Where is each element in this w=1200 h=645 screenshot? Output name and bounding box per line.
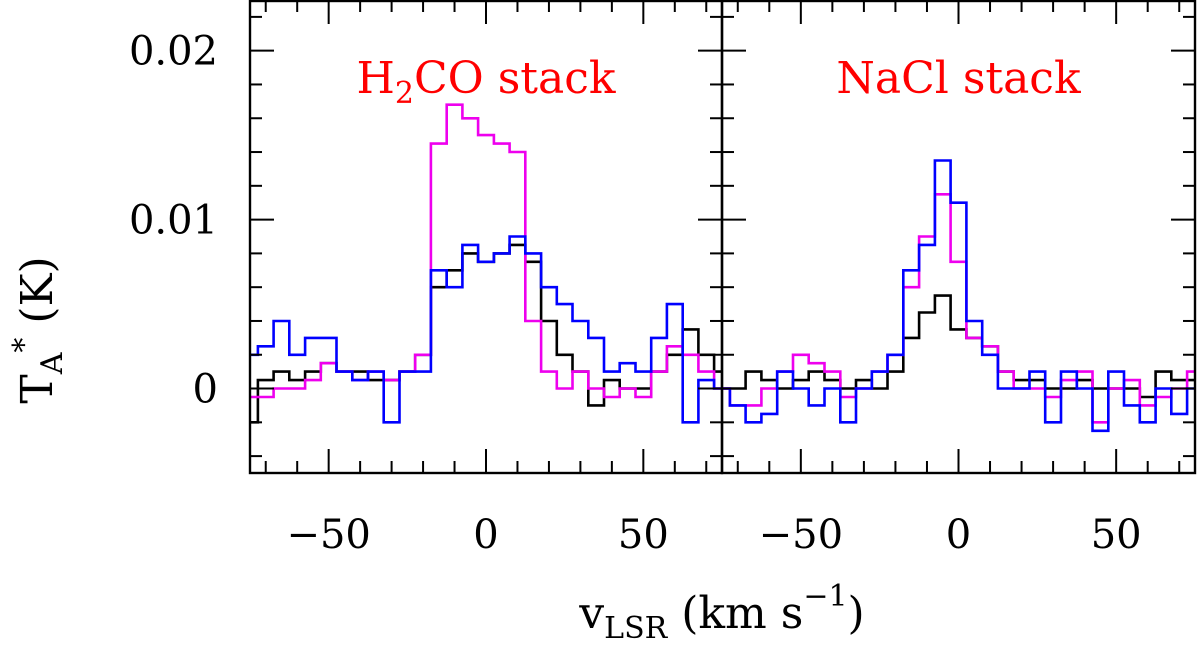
x-tick-label: 0: [473, 512, 498, 558]
panel-title-text: NaCl stack: [836, 53, 1081, 104]
y-title-sub: A: [35, 352, 70, 375]
y-axis-title: TA* (K): [7, 256, 70, 403]
series-black-line: [722, 294, 1195, 399]
x-title-rest: (km s: [667, 588, 803, 639]
y-tick-label: 0: [193, 367, 218, 413]
x-tick-label: 50: [1091, 512, 1142, 558]
panel-title-text: H: [357, 53, 395, 104]
series-group: [722, 159, 1195, 433]
x-tick-label: 0: [946, 512, 971, 558]
panel-title-rest: CO stack: [414, 53, 616, 104]
y-tick-label: 0.01: [129, 198, 218, 244]
y-title-rest: (K): [12, 256, 63, 337]
y-tick-label: 0.02: [129, 29, 218, 75]
x-tick-label: 50: [618, 512, 669, 558]
x-title-main: v: [578, 588, 604, 639]
series-blue-line: [722, 159, 1195, 433]
x-title-sup: −1: [803, 579, 847, 614]
panel-h2co: −50 0 50 H2CO stack: [248, 0, 724, 558]
x-axis-title: vLSR (km s−1): [578, 579, 864, 645]
x-tick-label: −50: [286, 512, 370, 558]
series-black-line: [250, 243, 722, 424]
panel-title-subscript: 2: [395, 76, 414, 111]
x-title-sub: LSR: [604, 611, 668, 645]
series-group: [250, 103, 722, 424]
y-axis-tick-labels: 0 0.01 0.02: [129, 29, 218, 413]
panel-title: NaCl stack: [836, 53, 1081, 104]
x-title-close: ): [848, 588, 865, 639]
panel-nacl: −50 0 50 NaCl stack: [720, 0, 1197, 558]
y-title-main: T: [12, 374, 63, 403]
y-title-sup: *: [7, 338, 42, 353]
panel-title: H2CO stack: [357, 53, 616, 111]
series-magenta-line: [250, 103, 722, 399]
x-tick-label: −50: [759, 512, 843, 558]
series-blue-line: [250, 235, 722, 424]
